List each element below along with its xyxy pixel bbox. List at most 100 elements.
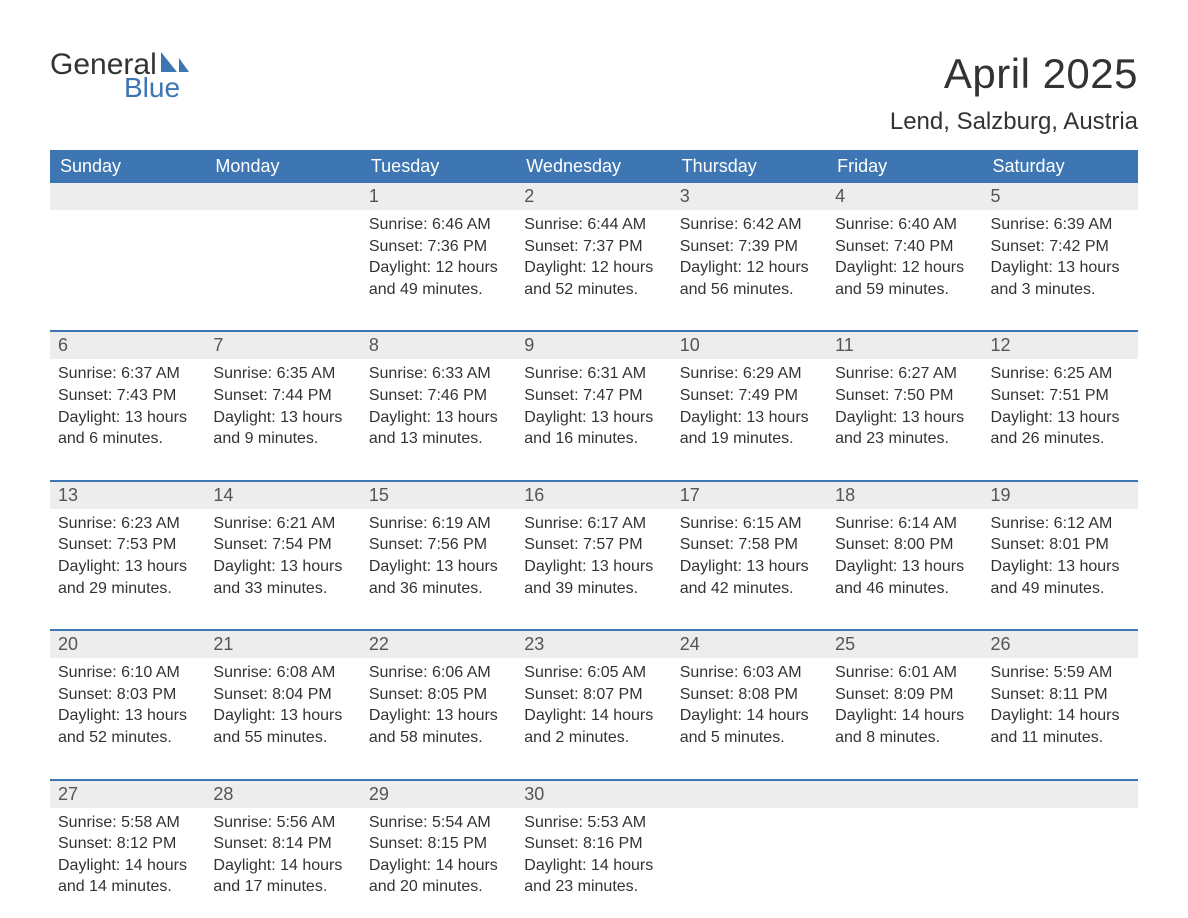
- day-content: Sunrise: 6:29 AMSunset: 7:49 PMDaylight:…: [672, 359, 827, 449]
- day-daylight2: and 9 minutes.: [213, 428, 352, 450]
- day-content: Sunrise: 6:44 AMSunset: 7:37 PMDaylight:…: [516, 210, 671, 300]
- day-content: Sunrise: 6:01 AMSunset: 8:09 PMDaylight:…: [827, 658, 982, 748]
- day-daylight1: Daylight: 13 hours: [524, 407, 663, 429]
- day-number: 14: [205, 482, 360, 509]
- day-daylight2: and 5 minutes.: [680, 727, 819, 749]
- day-cell: 20Sunrise: 6:10 AMSunset: 8:03 PMDayligh…: [50, 631, 205, 748]
- day-cell: 13Sunrise: 6:23 AMSunset: 7:53 PMDayligh…: [50, 482, 205, 599]
- day-number: 15: [361, 482, 516, 509]
- day-daylight2: and 6 minutes.: [58, 428, 197, 450]
- day-cell: 22Sunrise: 6:06 AMSunset: 8:05 PMDayligh…: [361, 631, 516, 748]
- day-cell: 23Sunrise: 6:05 AMSunset: 8:07 PMDayligh…: [516, 631, 671, 748]
- day-number: 21: [205, 631, 360, 658]
- day-daylight1: Daylight: 13 hours: [835, 556, 974, 578]
- day-sunset: Sunset: 7:43 PM: [58, 385, 197, 407]
- day-daylight2: and 11 minutes.: [991, 727, 1130, 749]
- weekday-header: Thursday: [672, 150, 827, 183]
- day-daylight1: Daylight: 14 hours: [991, 705, 1130, 727]
- day-content: Sunrise: 6:15 AMSunset: 7:58 PMDaylight:…: [672, 509, 827, 599]
- day-sunrise: Sunrise: 6:25 AM: [991, 363, 1130, 385]
- day-daylight2: and 19 minutes.: [680, 428, 819, 450]
- day-daylight1: Daylight: 13 hours: [58, 705, 197, 727]
- day-daylight2: and 33 minutes.: [213, 578, 352, 600]
- day-content: Sunrise: 6:19 AMSunset: 7:56 PMDaylight:…: [361, 509, 516, 599]
- day-cell: 30Sunrise: 5:53 AMSunset: 8:16 PMDayligh…: [516, 781, 671, 898]
- day-daylight1: Daylight: 14 hours: [680, 705, 819, 727]
- day-cell: 2Sunrise: 6:44 AMSunset: 7:37 PMDaylight…: [516, 183, 671, 300]
- day-sunset: Sunset: 8:00 PM: [835, 534, 974, 556]
- day-daylight2: and 23 minutes.: [835, 428, 974, 450]
- day-number: 18: [827, 482, 982, 509]
- day-sunset: Sunset: 7:53 PM: [58, 534, 197, 556]
- day-cell: 7Sunrise: 6:35 AMSunset: 7:44 PMDaylight…: [205, 332, 360, 449]
- day-content: Sunrise: 6:39 AMSunset: 7:42 PMDaylight:…: [983, 210, 1138, 300]
- day-content: Sunrise: 5:54 AMSunset: 8:15 PMDaylight:…: [361, 808, 516, 898]
- day-content: Sunrise: 5:59 AMSunset: 8:11 PMDaylight:…: [983, 658, 1138, 748]
- day-sunrise: Sunrise: 6:40 AM: [835, 214, 974, 236]
- day-number: 8: [361, 332, 516, 359]
- week-row: 20Sunrise: 6:10 AMSunset: 8:03 PMDayligh…: [50, 629, 1138, 748]
- day-daylight2: and 52 minutes.: [524, 279, 663, 301]
- day-cell: 9Sunrise: 6:31 AMSunset: 7:47 PMDaylight…: [516, 332, 671, 449]
- day-number: 19: [983, 482, 1138, 509]
- day-number: 25: [827, 631, 982, 658]
- day-number: 17: [672, 482, 827, 509]
- weekday-header: Monday: [205, 150, 360, 183]
- day-cell: 15Sunrise: 6:19 AMSunset: 7:56 PMDayligh…: [361, 482, 516, 599]
- day-daylight2: and 55 minutes.: [213, 727, 352, 749]
- day-sunset: Sunset: 7:40 PM: [835, 236, 974, 258]
- weekday-header: Sunday: [50, 150, 205, 183]
- day-sunrise: Sunrise: 5:59 AM: [991, 662, 1130, 684]
- day-daylight1: Daylight: 13 hours: [213, 556, 352, 578]
- day-sunset: Sunset: 8:14 PM: [213, 833, 352, 855]
- day-sunset: Sunset: 7:37 PM: [524, 236, 663, 258]
- day-cell: [983, 781, 1138, 898]
- day-sunset: Sunset: 8:11 PM: [991, 684, 1130, 706]
- day-cell: 25Sunrise: 6:01 AMSunset: 8:09 PMDayligh…: [827, 631, 982, 748]
- day-daylight1: Daylight: 13 hours: [213, 407, 352, 429]
- day-number: 9: [516, 332, 671, 359]
- day-sunrise: Sunrise: 6:42 AM: [680, 214, 819, 236]
- day-sunset: Sunset: 7:54 PM: [213, 534, 352, 556]
- month-title: April 2025: [890, 50, 1138, 98]
- day-sunrise: Sunrise: 5:56 AM: [213, 812, 352, 834]
- day-number: [827, 781, 982, 808]
- day-daylight2: and 16 minutes.: [524, 428, 663, 450]
- day-sunrise: Sunrise: 5:58 AM: [58, 812, 197, 834]
- title-block: April 2025 Lend, Salzburg, Austria: [890, 50, 1138, 136]
- day-daylight1: Daylight: 13 hours: [991, 257, 1130, 279]
- day-daylight2: and 56 minutes.: [680, 279, 819, 301]
- day-number: 16: [516, 482, 671, 509]
- day-number: [672, 781, 827, 808]
- day-daylight2: and 14 minutes.: [58, 876, 197, 898]
- day-daylight2: and 20 minutes.: [369, 876, 508, 898]
- day-daylight2: and 29 minutes.: [58, 578, 197, 600]
- day-sunrise: Sunrise: 6:44 AM: [524, 214, 663, 236]
- day-daylight1: Daylight: 13 hours: [680, 407, 819, 429]
- day-number: 2: [516, 183, 671, 210]
- day-content: Sunrise: 6:06 AMSunset: 8:05 PMDaylight:…: [361, 658, 516, 748]
- day-content: Sunrise: 6:35 AMSunset: 7:44 PMDaylight:…: [205, 359, 360, 449]
- day-sunset: Sunset: 8:05 PM: [369, 684, 508, 706]
- day-cell: 5Sunrise: 6:39 AMSunset: 7:42 PMDaylight…: [983, 183, 1138, 300]
- day-sunset: Sunset: 8:15 PM: [369, 833, 508, 855]
- day-sunrise: Sunrise: 6:29 AM: [680, 363, 819, 385]
- day-sunrise: Sunrise: 6:14 AM: [835, 513, 974, 535]
- weekday-header-row: SundayMondayTuesdayWednesdayThursdayFrid…: [50, 150, 1138, 183]
- day-content: Sunrise: 6:27 AMSunset: 7:50 PMDaylight:…: [827, 359, 982, 449]
- logo-word-blue: Blue: [124, 74, 180, 102]
- day-cell: 19Sunrise: 6:12 AMSunset: 8:01 PMDayligh…: [983, 482, 1138, 599]
- day-content: Sunrise: 6:03 AMSunset: 8:08 PMDaylight:…: [672, 658, 827, 748]
- day-cell: 11Sunrise: 6:27 AMSunset: 7:50 PMDayligh…: [827, 332, 982, 449]
- day-content: Sunrise: 6:14 AMSunset: 8:00 PMDaylight:…: [827, 509, 982, 599]
- day-cell: 21Sunrise: 6:08 AMSunset: 8:04 PMDayligh…: [205, 631, 360, 748]
- day-sunrise: Sunrise: 6:03 AM: [680, 662, 819, 684]
- header: General Blue April 2025 Lend, Salzburg, …: [50, 50, 1138, 136]
- day-number: 23: [516, 631, 671, 658]
- day-daylight2: and 49 minutes.: [991, 578, 1130, 600]
- day-cell: 29Sunrise: 5:54 AMSunset: 8:15 PMDayligh…: [361, 781, 516, 898]
- day-daylight2: and 23 minutes.: [524, 876, 663, 898]
- day-daylight2: and 3 minutes.: [991, 279, 1130, 301]
- day-sunrise: Sunrise: 6:08 AM: [213, 662, 352, 684]
- day-number: [983, 781, 1138, 808]
